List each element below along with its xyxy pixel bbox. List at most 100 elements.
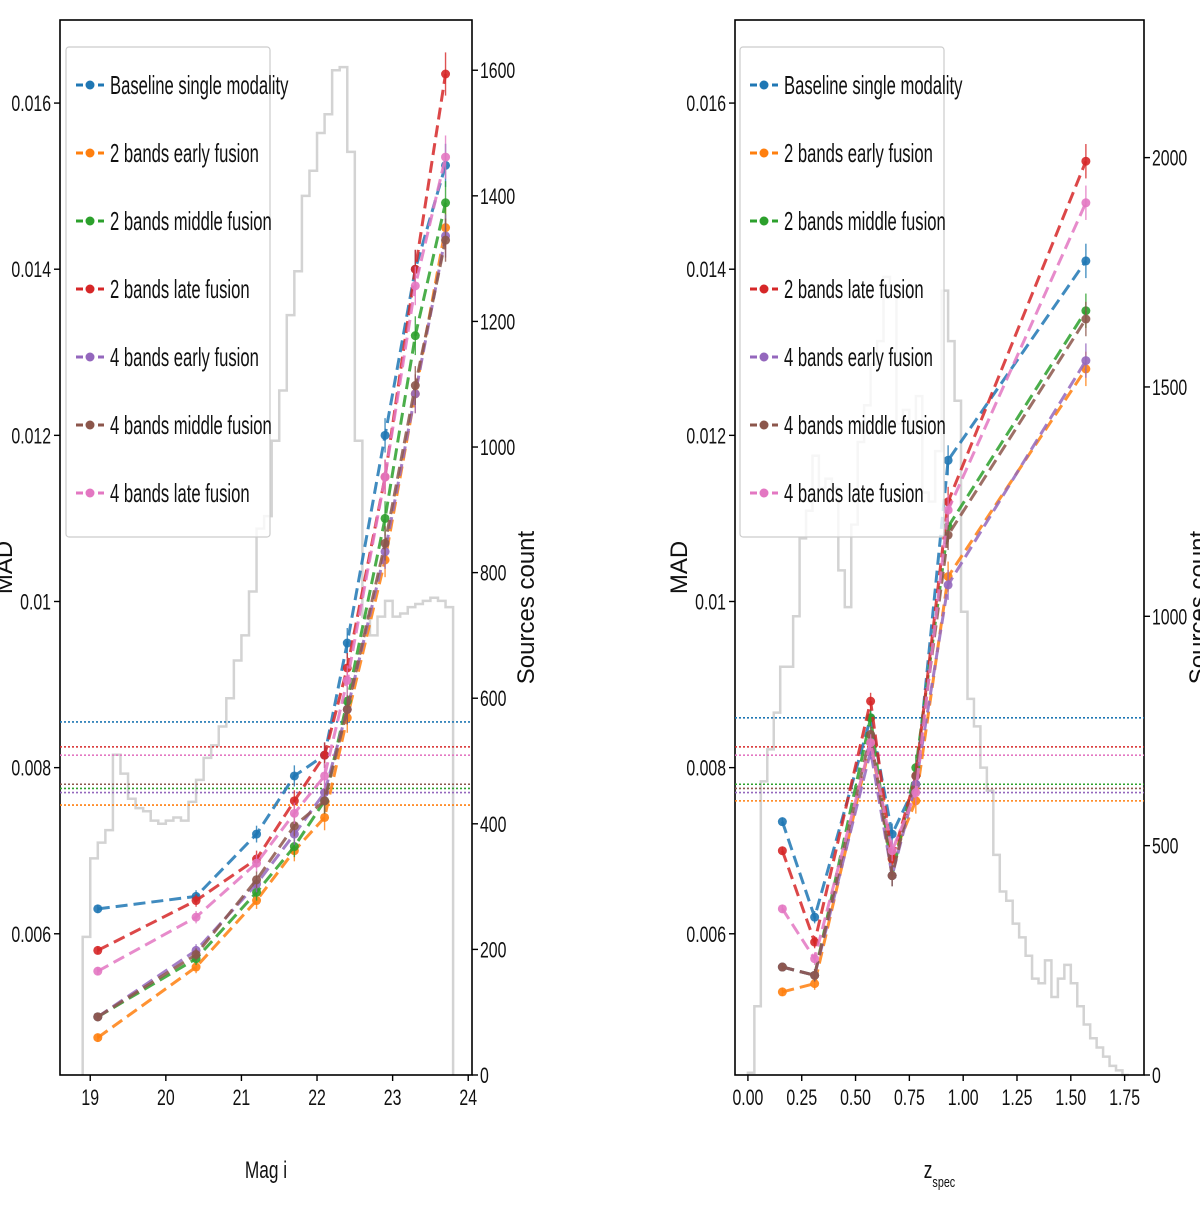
x-tick-label: 1.00 xyxy=(948,1087,979,1111)
data-point-5-3 xyxy=(887,871,897,881)
x-axis-title-subscript: spec xyxy=(932,1173,955,1190)
data-point-5-5 xyxy=(342,704,352,714)
y2-tick-label: 1000 xyxy=(1152,606,1187,630)
data-point-4-6 xyxy=(1081,356,1091,366)
y2-tick-label: 600 xyxy=(480,688,506,712)
y2-tick-label: 400 xyxy=(480,813,506,837)
data-point-0-2 xyxy=(252,829,262,839)
data-point-1-0 xyxy=(93,1033,103,1043)
data-point-3-0 xyxy=(93,945,103,955)
data-point-0-5 xyxy=(943,455,953,465)
legend-label-4: 4 bands early fusion xyxy=(784,342,933,372)
y2-tick-label: 800 xyxy=(480,562,506,586)
data-point-5-4 xyxy=(320,796,330,806)
x-tick-label: 21 xyxy=(233,1087,251,1111)
legend-label-2: 2 bands middle fusion xyxy=(784,206,946,236)
data-point-5-1 xyxy=(191,950,201,960)
data-point-5-3 xyxy=(289,821,299,831)
data-point-5-0 xyxy=(93,1012,103,1022)
data-point-2-6 xyxy=(380,513,390,523)
legend-label-4: 4 bands early fusion xyxy=(110,342,259,372)
data-point-6-7 xyxy=(410,281,420,291)
legend-label-1: 2 bands early fusion xyxy=(110,138,259,168)
y2-tick-label: 1500 xyxy=(1152,377,1187,401)
y-tick-label: 0.006 xyxy=(686,923,726,947)
legend-label-0: Baseline single modality xyxy=(110,70,288,100)
legend-marker-3 xyxy=(85,284,95,294)
data-point-5-2 xyxy=(252,875,262,885)
y2-tick-label: 1400 xyxy=(480,185,515,209)
data-point-2-3 xyxy=(289,842,299,852)
data-point-1-4 xyxy=(320,812,330,822)
legend-marker-2 xyxy=(85,216,95,226)
legend-box xyxy=(65,46,271,538)
y2-tick-label: 1200 xyxy=(480,311,515,335)
data-point-6-3 xyxy=(289,808,299,818)
legend-marker-1 xyxy=(759,148,769,158)
data-point-0-1 xyxy=(810,912,820,922)
data-point-5-8 xyxy=(441,235,451,245)
y2-tick-label: 200 xyxy=(480,939,506,963)
y2-axis-title: Sources count xyxy=(513,530,540,684)
y-tick-label: 0.016 xyxy=(11,93,51,117)
legend-marker-6 xyxy=(759,488,769,498)
legend-label-1: 2 bands early fusion xyxy=(784,138,933,168)
data-point-6-1 xyxy=(191,912,201,922)
y-tick-label: 0.012 xyxy=(11,425,51,449)
data-point-3-6 xyxy=(1081,156,1091,166)
data-point-6-2 xyxy=(866,738,876,748)
data-point-0-6 xyxy=(380,430,390,440)
y-tick-label: 0.008 xyxy=(11,757,51,781)
legend-label-0: Baseline single modality xyxy=(784,70,962,100)
x-tick-label: 1.75 xyxy=(1109,1087,1140,1111)
legend-marker-1 xyxy=(85,148,95,158)
y-axis-title: MAD xyxy=(666,541,693,594)
y-axis-title: MAD xyxy=(0,541,18,594)
y2-tick-label: 0 xyxy=(480,1065,489,1089)
legend-label-5: 4 bands middle fusion xyxy=(110,410,272,440)
y-tick-label: 0.016 xyxy=(686,93,726,117)
legend-label-3: 2 bands late fusion xyxy=(784,274,924,304)
data-point-0-3 xyxy=(289,771,299,781)
data-point-3-3 xyxy=(289,796,299,806)
legend-marker-5 xyxy=(759,420,769,430)
data-point-6-5 xyxy=(943,505,953,515)
data-point-6-0 xyxy=(777,904,787,914)
x-tick-label: 24 xyxy=(459,1087,477,1111)
data-point-0-5 xyxy=(342,638,352,648)
x-tick-label: 0.75 xyxy=(894,1087,925,1111)
data-point-6-8 xyxy=(441,152,451,162)
data-point-3-4 xyxy=(320,750,330,760)
legend-marker-0 xyxy=(759,80,769,90)
data-point-6-6 xyxy=(380,472,390,482)
data-point-3-8 xyxy=(441,69,451,79)
data-point-0-0 xyxy=(777,817,787,827)
data-point-6-4 xyxy=(911,788,921,798)
data-point-5-1 xyxy=(810,970,820,980)
legend-marker-5 xyxy=(85,420,95,430)
right-panel: 0.006 0.008 0.01 0.012 0.014 0.016 0 500 1000 150… xyxy=(666,19,1200,1190)
legend-marker-2 xyxy=(759,216,769,226)
data-point-0-6 xyxy=(1081,256,1091,266)
x-tick-label: 19 xyxy=(81,1087,99,1111)
left-panel: 0.006 0.008 0.01 0.012 0.014 0.016 0 200 400 600 8… xyxy=(0,19,540,1184)
y2-tick-label: 500 xyxy=(1152,835,1178,859)
legend-label-6: 4 bands late fusion xyxy=(784,478,924,508)
legend-label-5: 4 bands middle fusion xyxy=(784,410,946,440)
plot-frame xyxy=(59,19,473,1076)
legend-marker-6 xyxy=(85,488,95,498)
legend-marker-0 xyxy=(85,80,95,90)
data-point-5-0 xyxy=(777,962,787,972)
legend-marker-4 xyxy=(759,352,769,362)
y2-tick-label: 1600 xyxy=(480,60,515,84)
legend-marker-4 xyxy=(85,352,95,362)
data-point-5-6 xyxy=(380,538,390,548)
y-tick-label: 0.008 xyxy=(686,757,726,781)
y-tick-label: 0.01 xyxy=(695,591,726,615)
data-point-3-0 xyxy=(777,846,787,856)
legend-label-2: 2 bands middle fusion xyxy=(110,206,272,236)
y-tick-label: 0.012 xyxy=(686,425,726,449)
data-point-6-0 xyxy=(93,966,103,976)
plot-frame xyxy=(734,19,1145,1076)
